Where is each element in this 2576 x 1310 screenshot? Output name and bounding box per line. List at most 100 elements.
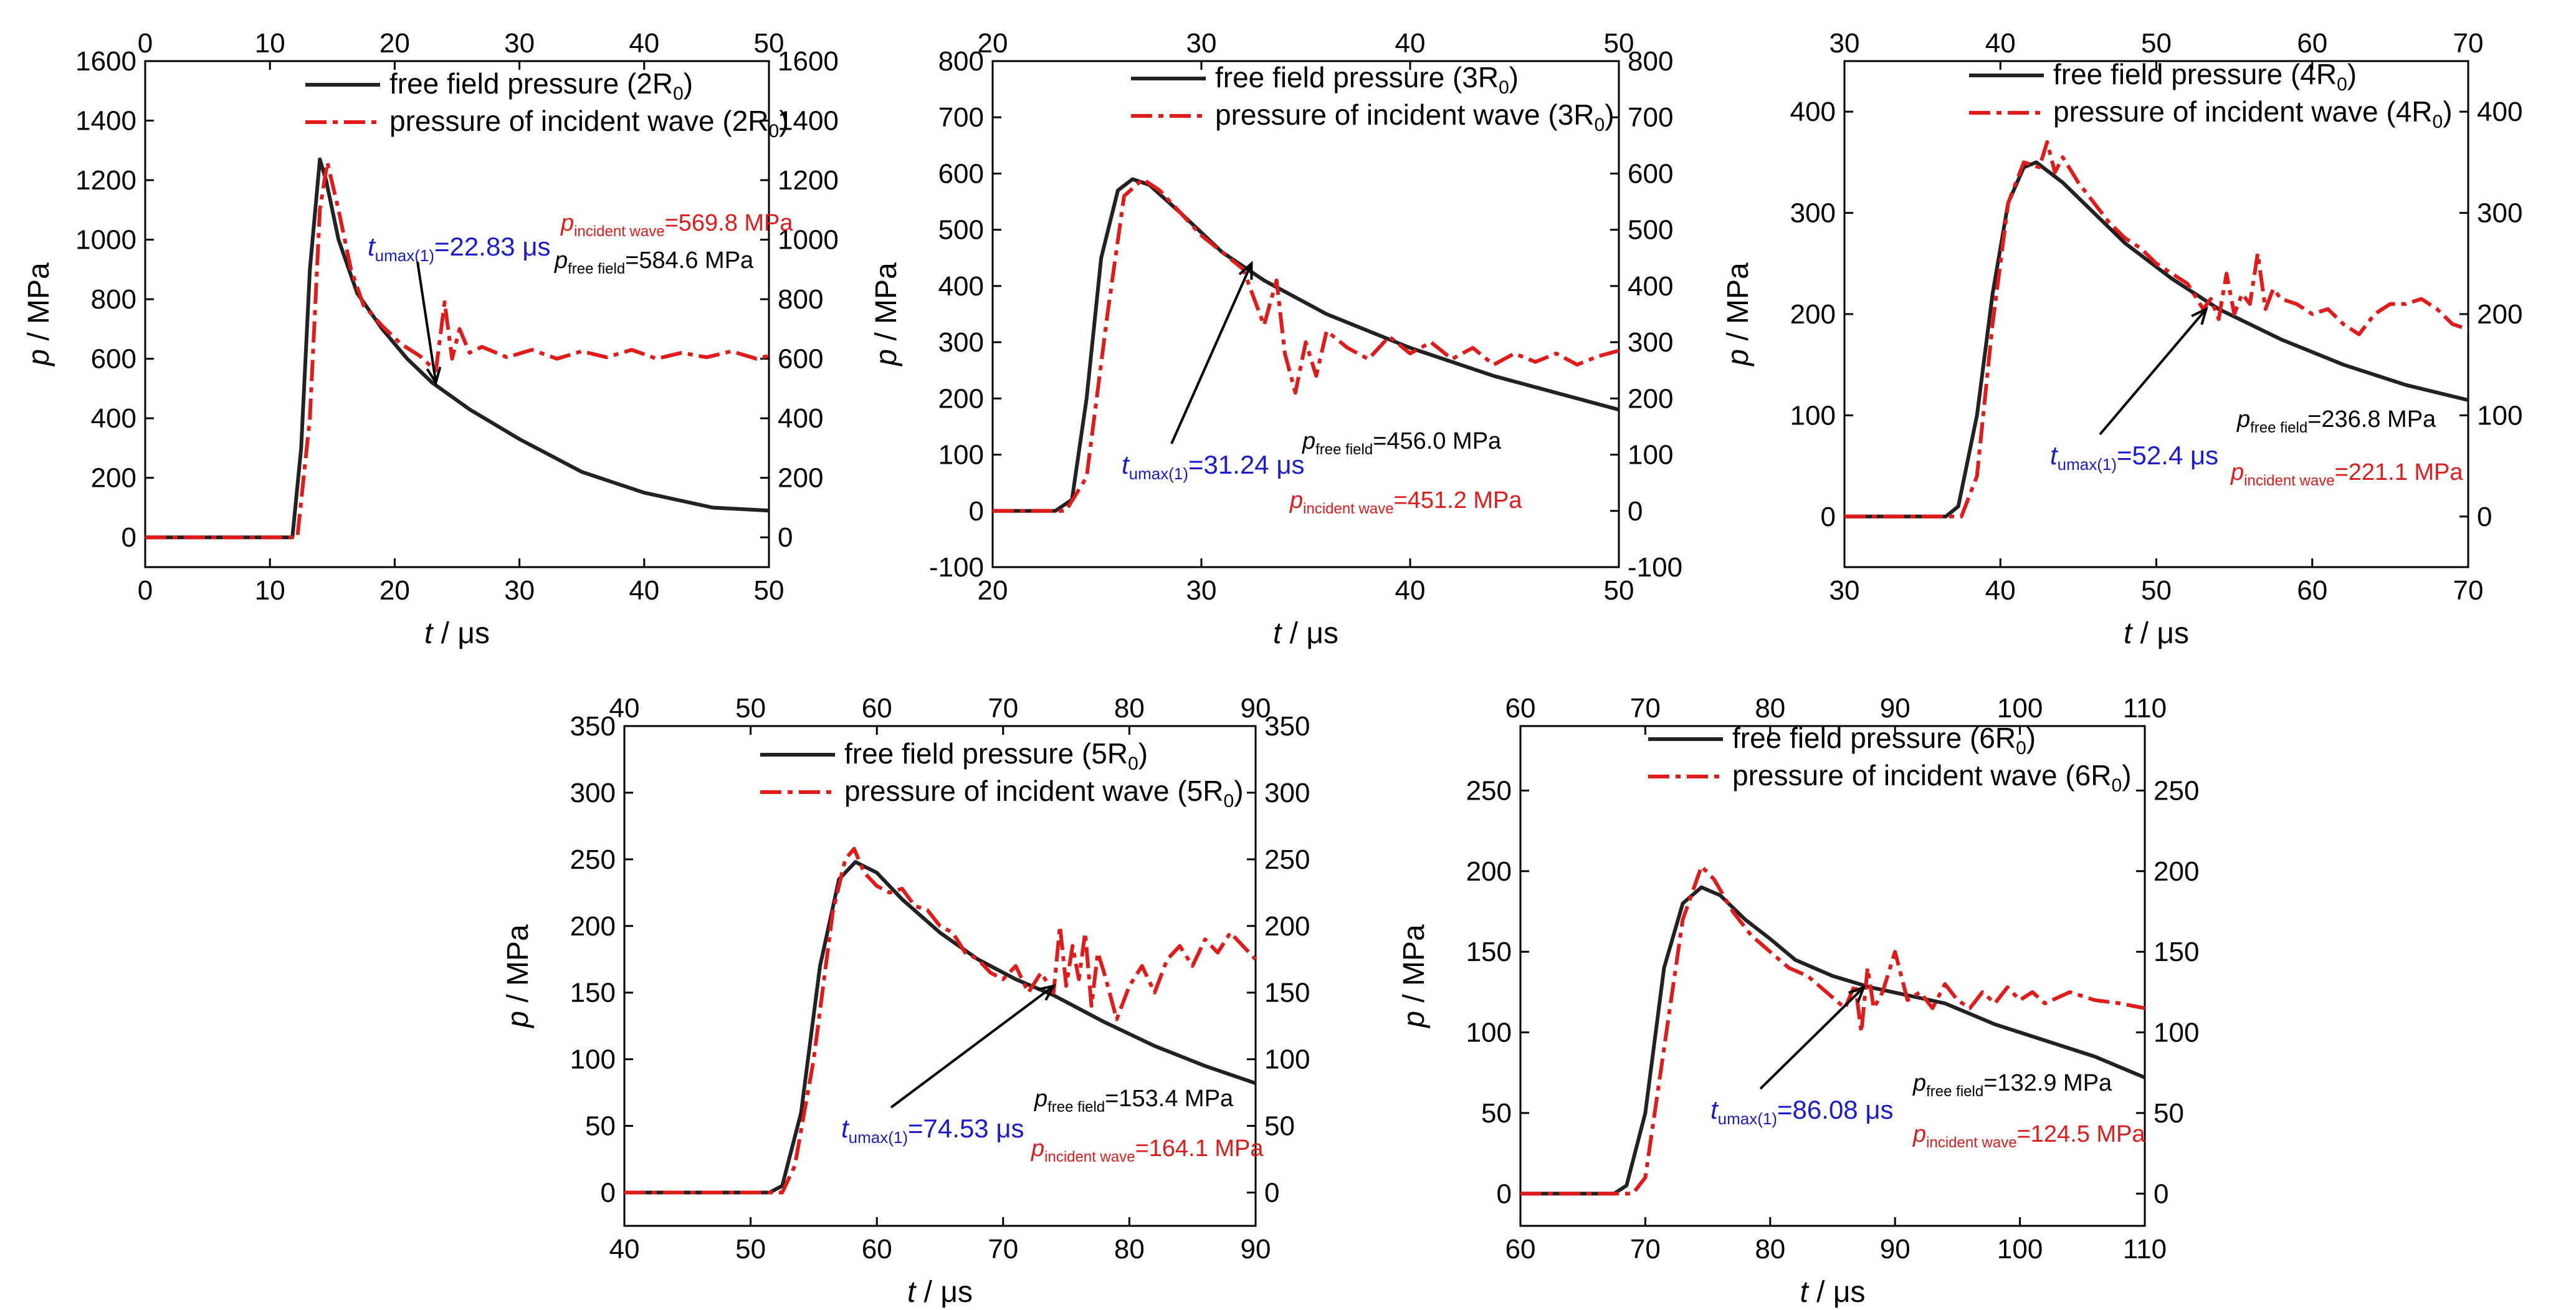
x-tick-label-top: 80 [1114,693,1145,724]
annotation-pf-value: =153.4 MPa [1105,1086,1234,1112]
legend-name: pressure of incident wave (5R [844,775,1224,807]
plot-frame [144,60,770,568]
x-tick-label-top: 70 [2453,28,2484,59]
y-tick-label-right: 500 [1628,215,1673,246]
x-tick-label-bottom: 40 [1395,575,1426,606]
y-axis-var: p [870,349,903,367]
y-tick-label-left: 1600 [75,46,136,77]
legend-label: pressure of incident wave (3R0) [1215,98,1615,135]
annotation-pf-sub: free field [568,261,625,277]
legend-name: free field pressure (5R [844,737,1128,770]
y-tick-label-left: 200 [1466,856,1512,887]
annotation-pi-var: p [2230,459,2244,485]
annotation-p-free-field: pfree field=456.0 MPa [1302,428,1502,458]
y-tick-label-right: 0 [1628,496,1643,527]
y-axis-label: p / MPa [22,262,55,367]
annotation-pf-value: =456.0 MPa [1373,428,1502,454]
x-tick-label-bottom: 60 [2297,575,2327,606]
annotation-t-var: t [841,1114,850,1143]
y-tick-label-right: 150 [2154,937,2199,967]
annotation-pf-var: p [1302,428,1315,454]
x-axis-var: t [907,1276,917,1309]
y-tick-label-left: 150 [570,978,616,1008]
y-tick-label-right: 600 [778,344,823,375]
x-tick-label-bottom: 70 [2453,575,2484,606]
legend-name-sub: 0 [2433,112,2443,132]
x-tick-label-bottom: 80 [1114,1234,1145,1265]
annotation-t-var: t [1122,450,1130,479]
annotation-pi-sub: incident wave [1044,1149,1135,1165]
plot-frame [623,725,1257,1227]
x-axis-var: t [1800,1276,1809,1309]
y-tick-label-right: 0 [2477,502,2492,532]
y-tick-label-right: 0 [2154,1179,2168,1209]
x-tick-label-top: 40 [1985,28,2016,59]
y-tick-label-left: 1000 [75,225,136,256]
y-tick-label-right: 700 [1628,102,1673,133]
annotation-pf-var: p [554,247,568,274]
x-tick-label-bottom: 70 [988,1234,1018,1265]
x-tick-label-bottom: 90 [1880,1234,1911,1265]
y-tick-label-left: 400 [91,403,136,434]
x-tick-label-top: 0 [138,28,153,59]
x-tick-label-top: 110 [2123,693,2167,724]
legend-name: free field pressure (6R [1732,722,2016,754]
plot-frame [1843,60,2469,568]
x-axis-unit: / μs [1281,617,1338,650]
y-tick-label-right: 400 [2477,97,2522,127]
y-tick-label-left: -100 [929,552,984,583]
y-axis-var: p [1722,349,1755,367]
y-tick-label-left: 200 [938,383,984,414]
x-axis-label: t / μs [424,617,490,650]
annotation-p-free-field: pfree field=236.8 MPa [2236,406,2436,436]
x-tick-label-bottom: 50 [754,575,785,606]
annotation-arrow [1170,262,1253,444]
annotation-p-incident: pincident wave=164.1 MPa [1031,1135,1264,1165]
series-free-field-line [624,860,1256,1195]
y-axis-unit: / MPa [1722,262,1755,349]
x-tick-label-top: 90 [1880,693,1911,724]
y-tick-label-right: 1400 [778,106,839,136]
annotation-p-incident: pincident wave=451.2 MPa [1289,487,1522,517]
x-tick-label-bottom: 20 [978,575,1008,606]
x-tick-label-top: 70 [988,693,1018,724]
legend-label: free field pressure (6R0) [1732,722,2036,758]
annotation-pi-sub: incident wave [1303,500,1393,517]
annotation-arrow [890,985,1055,1109]
x-tick-label-bottom: 40 [1985,575,2016,606]
y-tick-label-left: 100 [1466,1018,1512,1048]
y-tick-label-right: 600 [1628,158,1673,189]
y-axis-var: p [1398,1011,1431,1029]
series-incident-wave-line [1520,864,2145,1196]
annotation-t-var: t [2050,441,2059,470]
y-axis-var: p [22,349,55,367]
series-free-field-line [1844,160,2469,519]
y-axis-var: p [502,1011,535,1029]
x-tick-label-bottom: 20 [379,575,410,606]
y-tick-label-left: 100 [570,1045,616,1075]
x-tick-label-bottom: 30 [1829,575,1860,606]
plot-frame [991,60,1620,568]
annotation-t-sub: umax(1) [849,1128,908,1147]
x-tick-label-bottom: 30 [504,575,535,606]
annotation-t-sub: umax(1) [375,246,434,265]
y-tick-label-left: 200 [570,911,616,942]
x-axis-var: t [2124,617,2133,650]
x-tick-label-bottom: 60 [1505,1234,1536,1265]
legend-name-tail: ) [1234,775,1243,807]
annotation-p-incident: pincident wave=124.5 MPa [1912,1121,2145,1151]
y-axis-unit: / MPa [1398,924,1431,1011]
y-tick-label-left: 1400 [75,106,136,136]
annotation-pi-var: p [1912,1121,1926,1147]
x-tick-label-top: 70 [1630,693,1661,724]
legend-name-tail: ) [2122,759,2131,791]
y-tick-label-right: 150 [1264,978,1310,1008]
y-tick-label-right: 300 [1264,778,1310,808]
y-tick-label-right: 0 [1264,1178,1279,1208]
legend-name-sub: 0 [2016,738,2026,758]
legend-label: free field pressure (3R0) [1215,61,1519,98]
legend-name-sub: 0 [1128,753,1138,774]
x-tick-label-bottom: 40 [609,1234,640,1265]
chart-4: 40 40 50 50 60 60 70 70 80 80 90 90 0 50 100 150 200 250 3… [502,693,1310,1309]
x-tick-label-top: 50 [735,693,766,724]
